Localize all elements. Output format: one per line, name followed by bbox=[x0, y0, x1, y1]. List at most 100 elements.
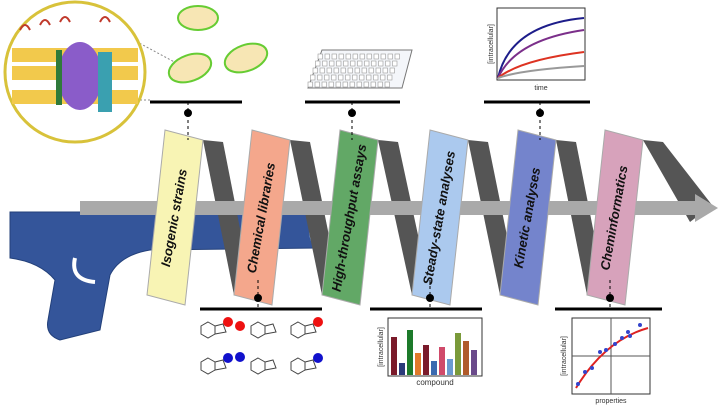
well bbox=[352, 74, 358, 81]
well bbox=[322, 60, 328, 67]
well bbox=[387, 74, 393, 81]
well bbox=[363, 81, 369, 88]
well bbox=[315, 60, 321, 67]
well bbox=[331, 53, 337, 60]
well bbox=[310, 74, 316, 81]
well bbox=[384, 81, 390, 88]
well bbox=[370, 81, 376, 88]
well bbox=[329, 60, 335, 67]
decor-ellipse bbox=[58, 42, 102, 110]
well bbox=[307, 81, 313, 88]
x-axis-label: compound bbox=[416, 378, 453, 387]
well bbox=[354, 67, 360, 74]
bar-shape bbox=[447, 359, 453, 375]
decor-ellipse bbox=[177, 5, 219, 31]
well bbox=[328, 81, 334, 88]
well bbox=[359, 74, 365, 81]
y-axis-label: [intracellular] bbox=[488, 24, 495, 64]
decor-circle bbox=[536, 109, 544, 117]
well bbox=[361, 67, 367, 74]
well-plate bbox=[307, 49, 413, 89]
decor-path bbox=[19, 16, 111, 31]
decor-circle bbox=[426, 294, 434, 302]
decor-g bbox=[391, 330, 477, 375]
ring bbox=[214, 323, 227, 335]
bar-shape bbox=[391, 337, 397, 375]
well bbox=[373, 53, 379, 60]
dot-shape bbox=[620, 336, 624, 340]
well bbox=[321, 81, 327, 88]
well bbox=[340, 67, 346, 74]
ring bbox=[290, 357, 306, 375]
stage-ribbon bbox=[411, 129, 469, 306]
dot-shape bbox=[576, 382, 580, 386]
well bbox=[350, 60, 356, 67]
bar-shape bbox=[463, 341, 469, 375]
substituent bbox=[235, 352, 245, 362]
ring bbox=[304, 359, 317, 371]
gun-trigger bbox=[72, 257, 96, 284]
ring bbox=[214, 359, 227, 371]
well bbox=[380, 74, 386, 81]
well bbox=[377, 81, 383, 88]
dot-shape bbox=[598, 350, 602, 354]
substituent bbox=[235, 321, 245, 331]
well bbox=[368, 67, 374, 74]
decor-rect bbox=[56, 50, 62, 105]
bar-shape bbox=[415, 353, 421, 375]
well bbox=[359, 53, 365, 60]
well bbox=[343, 60, 349, 67]
dot-shape bbox=[604, 348, 608, 352]
bar-shape bbox=[431, 361, 437, 375]
membrane-inset bbox=[3, 0, 181, 144]
ring bbox=[200, 357, 216, 375]
well bbox=[326, 67, 332, 74]
well bbox=[352, 53, 358, 60]
dot-shape bbox=[638, 323, 642, 327]
well bbox=[314, 81, 320, 88]
decor-path bbox=[575, 327, 649, 389]
well bbox=[375, 67, 381, 74]
dot-shape bbox=[626, 330, 630, 334]
well bbox=[345, 53, 351, 60]
stage-ribbon bbox=[499, 129, 557, 306]
well bbox=[392, 60, 398, 67]
stage-ribbon bbox=[146, 129, 204, 306]
well bbox=[312, 67, 318, 74]
well bbox=[389, 67, 395, 74]
stage-ribbon bbox=[586, 129, 644, 306]
well bbox=[387, 53, 393, 60]
substituent bbox=[223, 353, 233, 363]
substituent bbox=[223, 317, 233, 327]
well bbox=[324, 53, 330, 60]
well bbox=[378, 60, 384, 67]
well bbox=[349, 81, 355, 88]
well bbox=[317, 74, 323, 81]
well bbox=[331, 74, 337, 81]
decor-g bbox=[576, 323, 642, 386]
decor-ellipse bbox=[223, 42, 269, 74]
bacteria bbox=[167, 5, 269, 84]
well bbox=[335, 81, 341, 88]
ring bbox=[250, 357, 266, 375]
decor-circle bbox=[606, 294, 614, 302]
ring bbox=[290, 321, 306, 339]
substituent bbox=[313, 317, 323, 327]
decor-path bbox=[497, 29, 585, 79]
bar-shape bbox=[423, 345, 429, 375]
well bbox=[385, 60, 391, 67]
well bbox=[319, 67, 325, 74]
bar-shape bbox=[471, 350, 477, 375]
bar-shape bbox=[455, 333, 461, 375]
decor-path bbox=[497, 65, 585, 79]
dot-shape bbox=[628, 334, 632, 338]
kinetics-plot: [intracellular] time bbox=[488, 7, 586, 92]
well bbox=[394, 53, 400, 60]
well bbox=[333, 67, 339, 74]
substituent bbox=[313, 353, 323, 363]
bar-plot: [intracellular] compound bbox=[378, 317, 483, 387]
well bbox=[338, 74, 344, 81]
ring bbox=[264, 323, 277, 335]
stage-ribbon bbox=[321, 129, 379, 306]
